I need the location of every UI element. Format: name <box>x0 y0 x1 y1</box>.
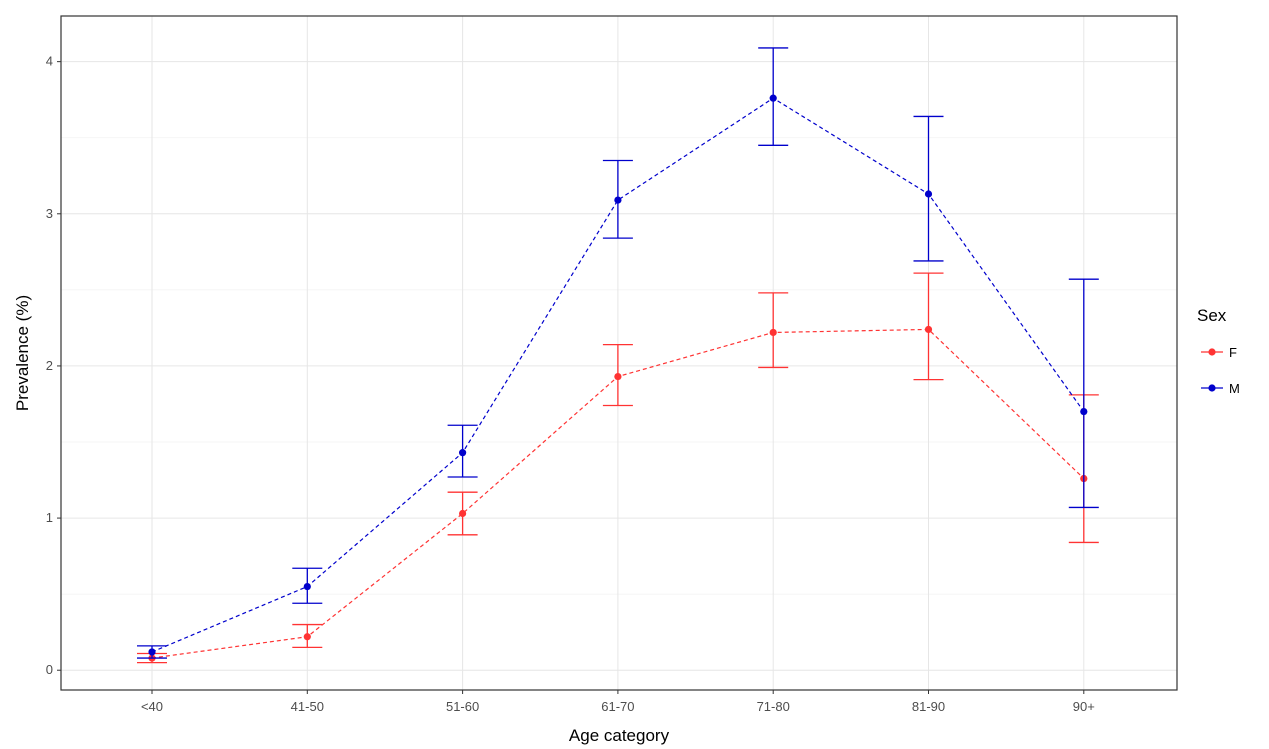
data-point <box>769 94 777 102</box>
legend-label: F <box>1229 345 1237 360</box>
y-tick-label: 2 <box>46 358 53 373</box>
data-point <box>924 325 933 334</box>
data-point <box>459 509 467 518</box>
series-layer <box>137 47 1099 664</box>
x-tick-label: 41-50 <box>291 699 324 714</box>
x-tick-label: <40 <box>141 699 163 714</box>
data-point <box>148 648 156 656</box>
data-point <box>614 196 622 204</box>
x-axis-title: Age category <box>569 726 670 745</box>
x-tick-label: 71-80 <box>757 699 790 714</box>
plot-background <box>61 16 1177 690</box>
data-point <box>459 449 467 457</box>
y-axis-title: Prevalence (%) <box>13 295 32 411</box>
error-bar <box>1068 278 1099 509</box>
legend-item-M: M <box>1201 381 1240 396</box>
data-point <box>924 190 933 198</box>
x-tick-label: 61-70 <box>601 699 634 714</box>
series-F <box>137 272 1099 664</box>
legend-item-F: F <box>1201 345 1237 360</box>
legend-items: FM <box>1201 345 1240 396</box>
y-tick-label: 0 <box>46 662 53 677</box>
series-M <box>137 47 1099 659</box>
axis-ticks: 0 1 2 3 4 <40 41-50 51-60 61-70 71-80 81-90 90+ <box>46 54 1095 714</box>
legend-key-point <box>1208 348 1216 356</box>
x-tick-label: 81-90 <box>912 699 945 714</box>
legend: Sex FM <box>1197 306 1240 396</box>
data-point <box>303 633 311 641</box>
legend-label: M <box>1229 381 1240 396</box>
legend-title: Sex <box>1197 306 1227 325</box>
data-point <box>303 582 311 591</box>
x-tick-label: 90+ <box>1073 699 1095 714</box>
x-tick-label: 51-60 <box>446 699 479 714</box>
error-bar <box>913 115 944 262</box>
legend-key-point <box>1208 384 1216 392</box>
plot-border <box>60 15 1178 691</box>
y-tick-label: 3 <box>46 206 53 221</box>
data-point <box>614 372 622 381</box>
y-tick-label: 1 <box>46 510 53 525</box>
y-tick-label: 4 <box>46 54 53 69</box>
data-point <box>1080 407 1088 416</box>
data-point <box>769 328 777 337</box>
